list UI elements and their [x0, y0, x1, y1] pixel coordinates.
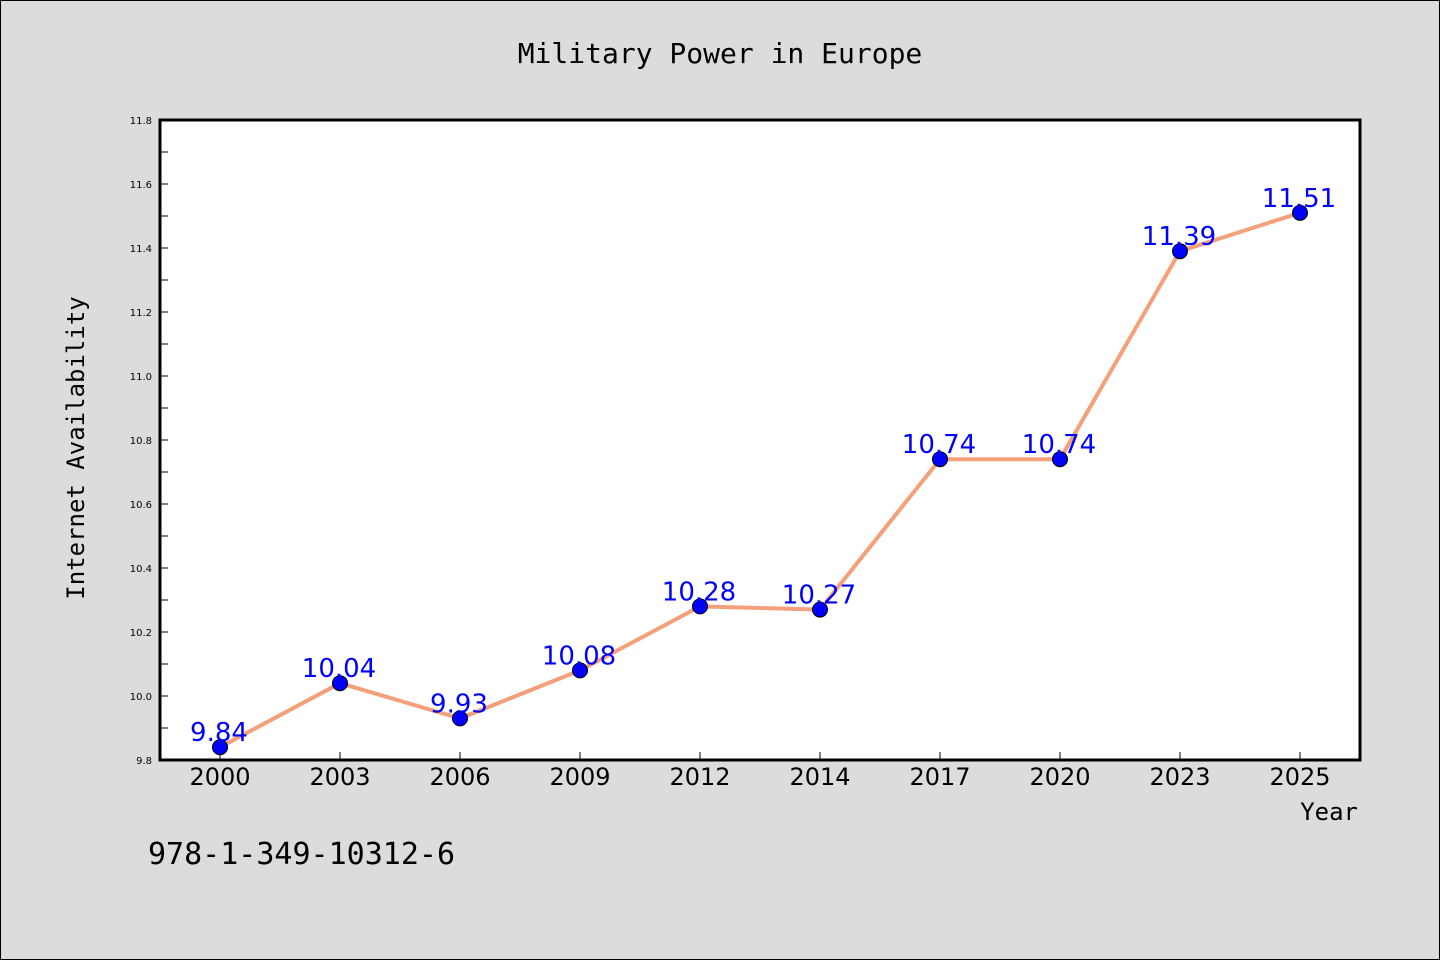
- y-tick-label: 11.0: [130, 372, 152, 383]
- data-label: 11.39: [1142, 222, 1216, 252]
- chart-title: Military Power in Europe: [518, 37, 923, 70]
- data-label: 9.84: [190, 718, 248, 748]
- x-tick-label: 2003: [309, 763, 370, 791]
- series-line: [219, 210, 1301, 749]
- y-tick-label: 11.4: [130, 244, 152, 255]
- x-axis: 2000 2003 2006 2009 2012 2014 2017 2020 2023 2025: [189, 752, 1331, 791]
- y-tick-label: 11.2: [130, 308, 152, 319]
- x-tick-label: 2020: [1029, 763, 1090, 791]
- data-point-marker: [1292, 204, 1308, 221]
- y-axis-label: Internet Availability: [62, 296, 90, 599]
- x-tick-label: 2006: [429, 763, 490, 791]
- y-tick-label: 10.6: [130, 500, 152, 511]
- y-tick-label: 10.8: [130, 436, 152, 447]
- data-label: 11.51: [1262, 184, 1336, 214]
- y-tick-label: 11.8: [130, 116, 152, 127]
- series-markers: [212, 204, 1308, 756]
- x-tick-label: 2009: [549, 763, 610, 791]
- data-label: 10.27: [782, 581, 856, 611]
- plot-area: [158, 118, 1362, 762]
- y-tick-label: 10.0: [130, 692, 152, 703]
- data-point-marker: [1172, 243, 1188, 260]
- y-axis: 9.8 10.0 10.2 10.4 10.6 10.8 11.0 11.2 11.4 11.6 1…: [130, 116, 168, 767]
- y-tick-label: 9.8: [136, 756, 152, 767]
- y-tick-label: 11.6: [130, 180, 152, 191]
- x-tick-label: 2000: [189, 763, 250, 791]
- x-axis-label: Year: [1300, 798, 1358, 826]
- isbn-identifier: 978-1-349-10312-6: [148, 837, 455, 872]
- y-tick-label: 10.2: [130, 628, 152, 639]
- data-label: 9.93: [430, 689, 488, 719]
- data-point-marker: [812, 601, 828, 618]
- data-point-marker: [692, 598, 708, 615]
- x-tick-label: 2025: [1269, 763, 1330, 791]
- data-point-marker: [452, 710, 468, 727]
- data-point-marker: [332, 675, 348, 692]
- x-tick-label: 2014: [789, 763, 850, 791]
- x-tick-label: 2017: [909, 763, 970, 791]
- data-label: 10.04: [302, 654, 376, 684]
- data-point-marker: [1052, 451, 1068, 468]
- data-point-marker: [932, 451, 948, 468]
- x-tick-label: 2012: [669, 763, 730, 791]
- series-line-group: [219, 210, 1301, 749]
- data-point-marker: [212, 739, 228, 756]
- data-label: 10.74: [1022, 430, 1096, 460]
- data-point-marker: [572, 662, 588, 679]
- data-label: 10.28: [662, 577, 736, 607]
- y-tick-label: 10.4: [130, 564, 152, 575]
- data-labels: 9.84 10.04 9.93 10.08 10.28 10.27 10.74 10.74 11…: [190, 184, 1336, 748]
- data-label: 10.08: [542, 641, 616, 671]
- data-label: 10.74: [902, 430, 976, 460]
- x-tick-label: 2023: [1149, 763, 1210, 791]
